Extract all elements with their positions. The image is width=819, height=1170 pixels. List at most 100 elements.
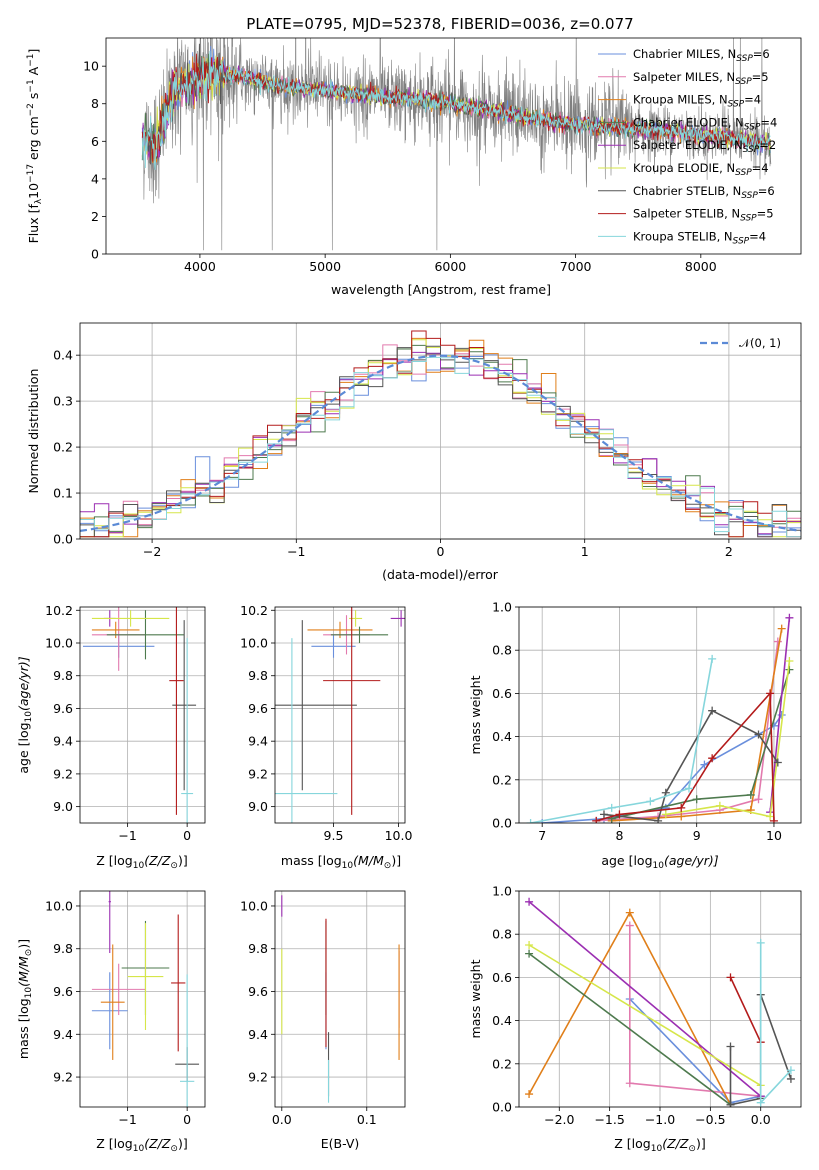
x-tick-label: 10 [766, 828, 782, 843]
series-line-k_elo [665, 660, 791, 818]
series-line-c_mil [629, 998, 761, 1104]
y-tick-label: 0.6 [492, 970, 512, 985]
series-marker-k_mil [525, 1090, 534, 1099]
y-tick-label: 4 [91, 171, 99, 186]
series-line-s_ste [596, 691, 775, 822]
x-tick-label: 0.1 [357, 1112, 377, 1127]
series-marker-s_ste [677, 803, 686, 812]
axes-frame [274, 890, 406, 1108]
series-marker-k_ste [786, 1066, 795, 1075]
plot-area [525, 897, 795, 1107]
y-tick-label: 9.2 [53, 766, 73, 781]
normal-curve [80, 354, 801, 532]
y-tick-label: 9.4 [248, 734, 268, 749]
y-tick-label: 0.0 [53, 532, 73, 547]
series-marker-s_mil [773, 637, 782, 646]
age-vs-metallicity-panel: −1 0 9.0 9.2 9.4 9.6 9.8 10.0 10.2 Z [log10(Z/Z⊙)… [16, 603, 206, 871]
x-tick-label: −1.5 [594, 1112, 624, 1127]
series-marker-k_ste [607, 803, 616, 812]
mass-vs-ebv-panel: 0.0 0.1 9.2 9.4 9.6 9.8 10.0 E(B-V) [240, 890, 406, 1151]
y-tick-label: 9.0 [248, 799, 268, 814]
y-tick-label: 10.0 [45, 636, 73, 651]
histogram-s_elo [80, 348, 801, 535]
y-tick-label: 6 [91, 134, 99, 149]
series-marker-s_mil [625, 1079, 634, 1088]
series-marker-s_ste [766, 689, 775, 698]
plot-area [526, 613, 794, 823]
axes-frame [105, 37, 802, 255]
y-tick-label: 10.0 [240, 898, 268, 913]
legend-entry: Salpeter ELODIE, NSSP=2 [633, 138, 776, 155]
series-marker-c_ste [786, 1074, 795, 1083]
x-tick-label: −1.0 [645, 1112, 675, 1127]
x-axis-label: mass [log10(M/M⊙)] [281, 853, 401, 871]
y-tick-label: 9.8 [53, 668, 73, 683]
x-tick-label: 8000 [685, 259, 717, 274]
x-tick-label: −1 [118, 1112, 136, 1127]
series-line-k_ste [759, 942, 792, 1105]
y-tick-label: 0.3 [53, 394, 73, 409]
x-tick-label: 8 [615, 828, 623, 843]
y-tick-label: 0.4 [492, 1013, 512, 1028]
y-tick-label: 9.8 [248, 668, 268, 683]
x-tick-label: 2 [725, 544, 733, 559]
x-tick-label: 0 [183, 828, 191, 843]
legend-entry: Salpeter MILES, NSSP=5 [633, 70, 769, 87]
y-tick-label: 0.2 [492, 772, 512, 787]
histogram-k_ste [80, 356, 801, 538]
series-marker-c_ste [726, 1042, 735, 1051]
y-tick-label: 0 [91, 247, 99, 262]
series-marker-s_elo [525, 897, 534, 906]
series-line-s_ste [729, 977, 762, 1043]
y-tick-label: 8 [91, 96, 99, 111]
legend-entry: Kroupa ELODIE, NSSP=4 [633, 161, 769, 178]
x-tick-label: 0 [183, 1112, 191, 1127]
y-axis-label: age [log10(age/yr)] [16, 656, 34, 773]
series-marker-c_elo [525, 949, 534, 958]
x-tick-label: −2.0 [544, 1112, 574, 1127]
y-axis-label: Normed distribution [26, 369, 41, 494]
legend-entry: Kroupa STELIB, NSSP=4 [633, 229, 766, 246]
y-axis-label: mass [log10(M/M⊙)] [16, 939, 34, 1059]
plot-area [141, 38, 772, 251]
legend-entry: Chabrier STELIB, NSSP=6 [633, 184, 775, 201]
residuals-panel: −2 −1 0 1 2 0.0 0.1 0.2 0.3 0.4 𝒩(0, 1) (data-model… [26, 322, 802, 582]
x-tick-label: −2 [143, 544, 161, 559]
series-marker-c_ste [708, 706, 717, 715]
age-vs-mass-panel: 9.5 10.0 9.0 9.2 9.4 9.6 9.8 10.0 10.2 mass [log1… [240, 603, 413, 871]
y-tick-label: 9.6 [53, 984, 73, 999]
plot-area [80, 330, 801, 538]
y-tick-label: 1.0 [492, 600, 512, 615]
series-marker-c_elo [746, 790, 755, 799]
y-tick-label: 9.6 [248, 701, 268, 716]
x-axis-label: wavelength [Angstrom, rest frame] [331, 282, 551, 297]
axes-frame [518, 606, 802, 824]
x-tick-label: 0.0 [751, 1112, 771, 1127]
x-tick-label: 10.0 [385, 828, 413, 843]
y-tick-label: 1.0 [492, 884, 512, 899]
legend-entry: Chabrier MILES, NSSP=6 [633, 47, 770, 64]
x-axis-label: age [log10(age/yr)] [601, 853, 718, 871]
y-tick-label: 0.8 [492, 927, 512, 942]
series-marker-c_elo [692, 795, 701, 804]
y-tick-label: 0.0 [492, 816, 512, 831]
plot-area [91, 891, 200, 1107]
model-spectrum-k_ste [141, 50, 771, 170]
series-line-c_elo [528, 952, 731, 1106]
series-marker-s_mil [625, 921, 634, 930]
series-marker-k_elo [715, 801, 724, 810]
series-marker-c_ste [754, 730, 763, 739]
series-line-c_elo [611, 669, 791, 820]
x-tick-label: −0.5 [695, 1112, 725, 1127]
figure-title: PLATE=0795, MJD=52378, FIBERID=0036, z=0… [246, 15, 633, 33]
x-axis-label: (data-model)/error [382, 567, 499, 582]
x-tick-label: 1 [581, 544, 589, 559]
y-tick-label: 0.6 [492, 686, 512, 701]
axes-frame [274, 606, 406, 824]
series-marker-k_elo [785, 657, 794, 665]
y-tick-label: 0.4 [492, 729, 512, 744]
y-tick-label: 9.8 [53, 941, 73, 956]
y-tick-label: 0.4 [53, 348, 73, 363]
y-tick-label: 9.2 [53, 1070, 73, 1085]
